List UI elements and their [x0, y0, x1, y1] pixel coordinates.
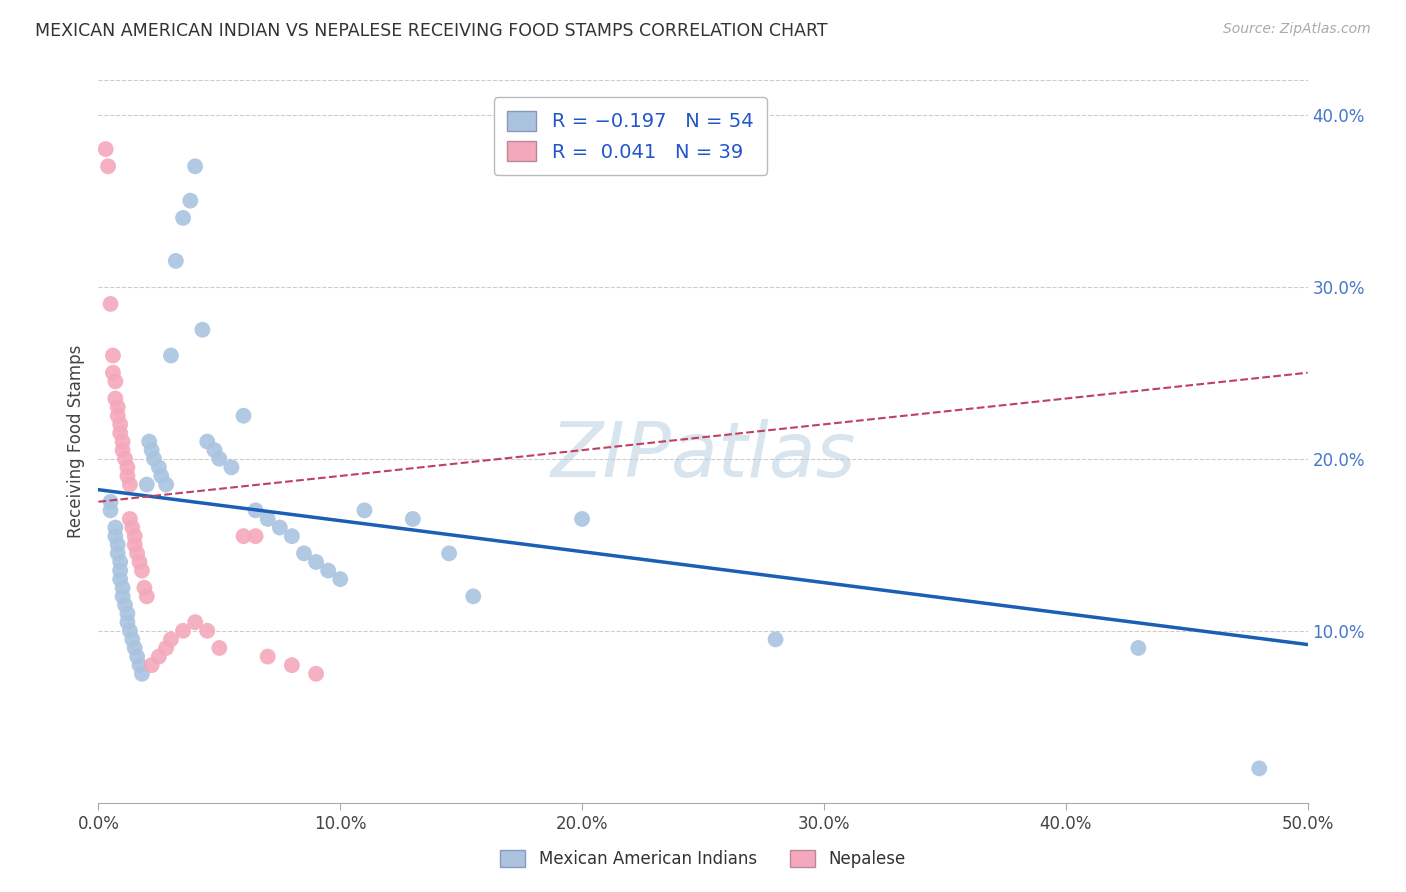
- Point: [104, 392, 127, 406]
- Point: [111, 590, 134, 604]
- Point: [127, 649, 149, 664]
- Point: [117, 469, 139, 483]
- Point: [94, 142, 117, 156]
- Point: [107, 546, 129, 560]
- Point: [124, 640, 146, 655]
- Point: [172, 624, 194, 638]
- Point: [292, 546, 315, 560]
- Point: [204, 443, 226, 458]
- Point: [148, 460, 170, 475]
- Point: [134, 581, 156, 595]
- Point: [765, 632, 787, 647]
- Point: [124, 529, 146, 543]
- Point: [100, 494, 122, 508]
- Point: [118, 477, 141, 491]
- Point: [221, 460, 243, 475]
- Point: [150, 469, 173, 483]
- Point: [135, 590, 157, 604]
- Point: [143, 451, 166, 466]
- Point: [160, 349, 183, 363]
- Point: [111, 443, 134, 458]
- Text: MEXICAN AMERICAN INDIAN VS NEPALESE RECEIVING FOOD STAMPS CORRELATION CHART: MEXICAN AMERICAN INDIAN VS NEPALESE RECE…: [35, 22, 828, 40]
- Point: [329, 572, 352, 586]
- Point: [155, 640, 177, 655]
- Point: [101, 349, 124, 363]
- Point: [118, 512, 141, 526]
- Point: [256, 512, 278, 526]
- Point: [437, 546, 460, 560]
- Legend: R = −0.197   N = 54, R =  0.041   N = 39: R = −0.197 N = 54, R = 0.041 N = 39: [494, 97, 768, 175]
- Text: Source: ZipAtlas.com: Source: ZipAtlas.com: [1223, 22, 1371, 37]
- Point: [111, 581, 134, 595]
- Point: [232, 529, 254, 543]
- Point: [245, 529, 267, 543]
- Point: [128, 658, 150, 673]
- Point: [121, 520, 143, 534]
- Point: [104, 375, 127, 389]
- Point: [141, 658, 163, 673]
- Point: [402, 512, 425, 526]
- Point: [131, 564, 153, 578]
- Point: [179, 194, 201, 208]
- Point: [141, 443, 163, 458]
- Point: [117, 615, 139, 630]
- Point: [281, 529, 304, 543]
- Point: [245, 503, 267, 517]
- Point: [121, 632, 143, 647]
- Text: ZIPatlas: ZIPatlas: [550, 419, 856, 493]
- Point: [117, 607, 139, 621]
- Point: [148, 649, 170, 664]
- Point: [107, 409, 129, 423]
- Point: [100, 297, 122, 311]
- Legend: Mexican American Indians, Nepalese: Mexican American Indians, Nepalese: [494, 843, 912, 875]
- Point: [165, 253, 187, 268]
- Point: [316, 564, 339, 578]
- Point: [353, 503, 375, 517]
- Point: [191, 323, 214, 337]
- Point: [305, 555, 328, 569]
- Point: [135, 477, 157, 491]
- Point: [107, 538, 129, 552]
- Point: [97, 159, 120, 173]
- Point: [232, 409, 254, 423]
- Point: [104, 520, 127, 534]
- Point: [128, 555, 150, 569]
- Point: [127, 546, 149, 560]
- Point: [108, 555, 131, 569]
- Point: [172, 211, 194, 225]
- Point: [114, 598, 136, 612]
- Point: [108, 564, 131, 578]
- Point: [111, 434, 134, 449]
- Point: [281, 658, 304, 673]
- Point: [131, 666, 153, 681]
- Point: [118, 624, 141, 638]
- Point: [108, 425, 131, 440]
- Point: [1128, 640, 1150, 655]
- Point: [107, 400, 129, 414]
- Point: [269, 520, 291, 534]
- Point: [160, 632, 183, 647]
- Point: [101, 366, 124, 380]
- Point: [195, 624, 218, 638]
- Point: [100, 503, 122, 517]
- Point: [124, 538, 146, 552]
- Point: [184, 615, 207, 630]
- Point: [108, 417, 131, 432]
- Point: [184, 159, 207, 173]
- Point: [138, 434, 160, 449]
- Point: [114, 451, 136, 466]
- Point: [108, 572, 131, 586]
- Point: [104, 529, 127, 543]
- Point: [208, 640, 231, 655]
- Point: [117, 460, 139, 475]
- Point: [463, 590, 485, 604]
- Y-axis label: Receiving Food Stamps: Receiving Food Stamps: [66, 345, 84, 538]
- Point: [305, 666, 328, 681]
- Point: [155, 477, 177, 491]
- Point: [195, 434, 218, 449]
- Point: [256, 649, 278, 664]
- Point: [571, 512, 593, 526]
- Point: [1249, 761, 1271, 775]
- Point: [208, 451, 231, 466]
